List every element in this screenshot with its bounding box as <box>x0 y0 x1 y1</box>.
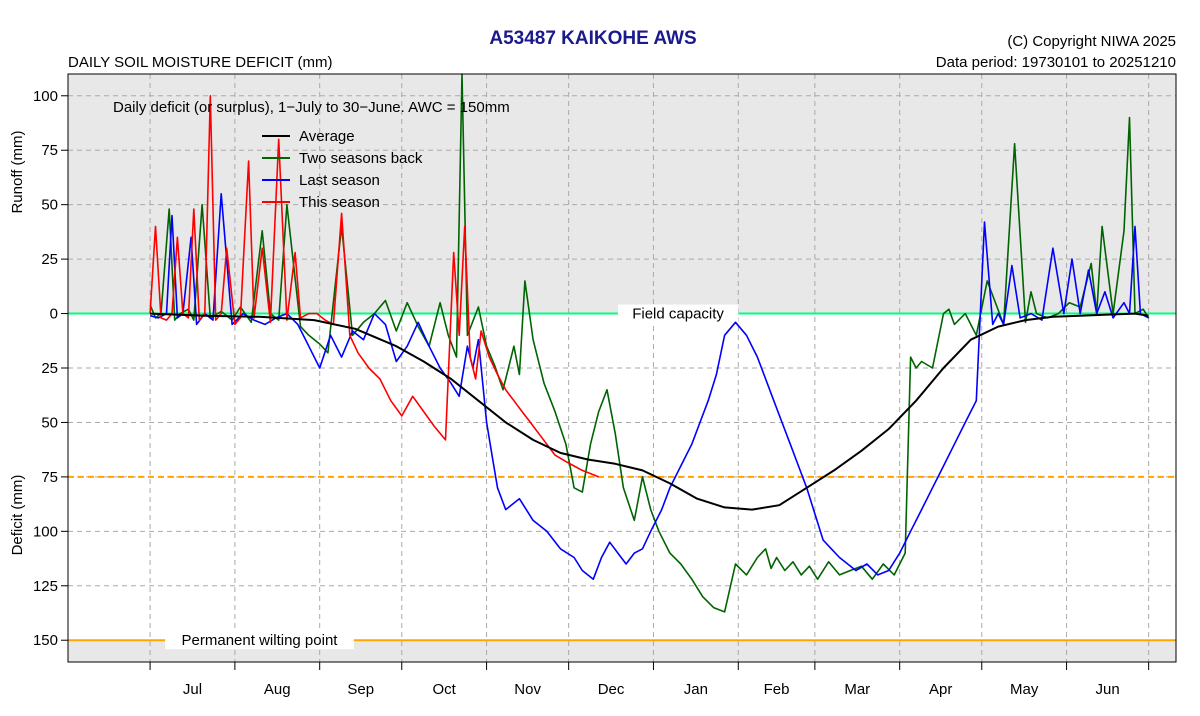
x-tick-label-jan: Jan <box>684 681 708 698</box>
x-tick-label-apr: Apr <box>929 681 952 698</box>
y-tick-label: 100 <box>33 88 58 105</box>
y-axis: 100 75 50 25 0 25 50 75 100 125 150 <box>33 88 68 649</box>
permanent-wilting-point-label: Permanent wilting point <box>182 632 339 649</box>
legend-label-this-season: This season <box>299 194 380 211</box>
x-tick-label-jul: Jul <box>183 681 202 698</box>
y-tick-label: 25 <box>41 360 58 377</box>
chart-subtitle: DAILY SOIL MOISTURE DEFICIT (mm) <box>68 54 332 71</box>
x-tick-label-oct: Oct <box>433 681 457 698</box>
x-tick-label-sep: Sep <box>347 681 374 698</box>
y-axis-label-deficit: Deficit (mm) <box>9 475 26 556</box>
x-tick-label-jun: Jun <box>1096 681 1120 698</box>
y-tick-label: 25 <box>41 251 58 268</box>
x-tick-label-may: May <box>1010 681 1039 698</box>
permanent-wilting-point-label-background <box>165 631 354 650</box>
data-period: Data period: 19730101 to 20251210 <box>936 54 1176 71</box>
y-tick-label: 50 <box>41 197 58 214</box>
x-tick-label-aug: Aug <box>264 681 291 698</box>
field-capacity-label-background <box>617 304 739 323</box>
y-tick-label: 0 <box>50 306 58 323</box>
legend-label-two-seasons-back: Two seasons back <box>299 150 423 167</box>
y-tick-label: 50 <box>41 414 58 431</box>
legend-label-average: Average <box>299 128 355 145</box>
permanent-wilting-point-label-group: Permanent wilting point <box>165 631 354 650</box>
chart-annotation: Daily deficit (or surplus), 1−July to 30… <box>113 99 510 116</box>
legend: Average Two seasons back Last season This s… <box>262 128 423 211</box>
x-tick-label-dec: Dec <box>598 681 625 698</box>
series-line-last-season <box>149 193 1149 581</box>
field-capacity-label: Field capacity <box>632 306 724 323</box>
y-tick-label: 75 <box>41 469 58 486</box>
series-line-this-season <box>149 95 600 478</box>
series-line-two-seasons-back <box>149 73 1150 613</box>
y-tick-label: 150 <box>33 632 58 649</box>
y-tick-label: 100 <box>33 523 58 540</box>
x-tick-label-mar: Mar <box>844 681 870 698</box>
y-axis-label-runoff: Runoff (mm) <box>9 130 26 213</box>
series-line-average <box>150 312 1149 511</box>
legend-label-last-season: Last season <box>299 172 380 189</box>
y-tick-label: 75 <box>41 142 58 159</box>
x-axis: Jul Aug Sep Oct Nov Dec Jan Feb Mar Apr May Jun <box>149 662 1150 698</box>
field-capacity-label-group: Field capacity <box>617 304 739 323</box>
chart-title: A53487 KAIKOHE AWS <box>489 28 696 49</box>
copyright: (C) Copyright NIWA 2025 <box>1007 33 1176 50</box>
series-layer <box>149 73 1150 613</box>
y-tick-label: 125 <box>33 578 58 595</box>
x-tick-label-nov: Nov <box>514 681 541 698</box>
x-tick-label-feb: Feb <box>764 681 790 698</box>
